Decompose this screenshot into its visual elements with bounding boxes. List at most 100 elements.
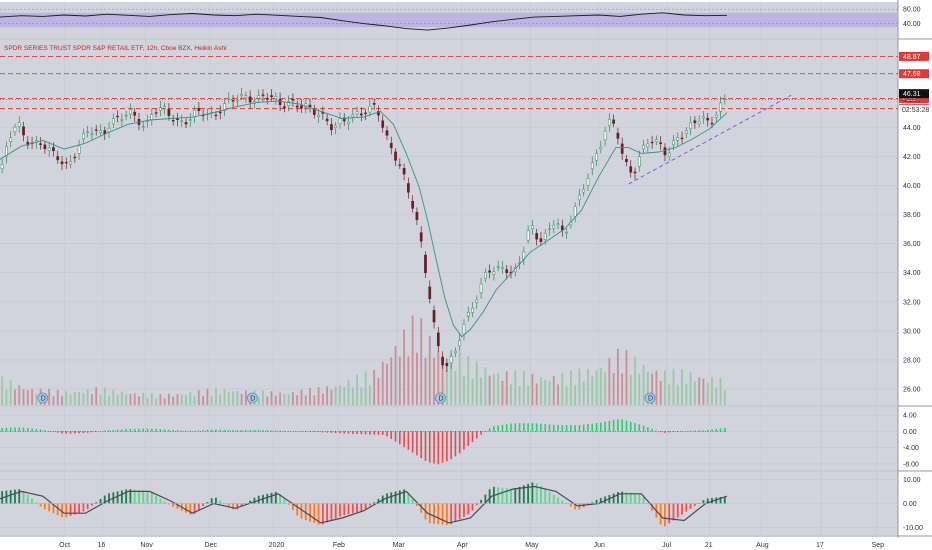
macd-bar — [501, 424, 504, 432]
oscillator-bar — [668, 503, 671, 524]
volume-bar — [163, 398, 166, 405]
time-tick-label: Aug — [756, 542, 769, 549]
macd-tick-label: 0.00 — [903, 429, 917, 436]
oscillator-bar — [26, 494, 29, 504]
volume-bar — [262, 390, 264, 405]
oscillator-bar — [723, 496, 726, 504]
price-level-tag — [899, 69, 929, 79]
oscillator-bar — [44, 503, 46, 510]
macd-bar — [664, 431, 666, 433]
macd-bar — [142, 428, 145, 432]
price-pane — [0, 40, 898, 405]
volume-bar — [69, 394, 72, 405]
candle-body — [449, 356, 453, 364]
volume-bar — [475, 361, 478, 405]
oscillator-bar — [330, 503, 333, 521]
macd-bar — [668, 431, 671, 433]
oscillator-bar — [1, 491, 4, 504]
macd-bar — [505, 424, 508, 432]
candle-body — [257, 95, 261, 99]
volume-bar — [95, 387, 98, 405]
oscillator-bar — [125, 489, 128, 504]
volume-bar — [621, 373, 624, 405]
volume-bar — [604, 372, 606, 405]
candle-body — [526, 230, 530, 241]
oscillator-bar — [274, 491, 277, 504]
oscillator-bar — [693, 503, 696, 506]
volume-bar — [689, 372, 692, 405]
dividend-label: D — [250, 396, 255, 403]
oscillator-bar — [518, 486, 521, 504]
volume-bar — [26, 390, 29, 405]
rsi-tick-label: 80.00 — [903, 7, 921, 14]
volume-bar — [445, 362, 448, 405]
oscillator-bar — [569, 503, 572, 507]
volume-bar — [625, 349, 628, 405]
macd-bar — [608, 420, 611, 432]
candle-body — [116, 115, 119, 118]
volume-bar — [219, 394, 222, 405]
price-tick-label: 36.00 — [903, 241, 921, 248]
time-tick-label: Dec — [205, 542, 218, 549]
volume-bar — [244, 390, 247, 405]
volume-bar — [185, 394, 187, 405]
oscillator-bar — [120, 490, 123, 504]
oscillator-bar — [287, 503, 290, 505]
price-level-label: 45.97 — [903, 96, 921, 103]
candle-body — [359, 113, 363, 116]
candle-body — [73, 156, 77, 159]
macd-bar — [574, 425, 576, 432]
volume-bar — [257, 396, 260, 405]
volume-bar — [715, 387, 718, 405]
time-tick-label: Feb — [333, 542, 345, 549]
macd-bar — [548, 424, 551, 432]
volume-bar — [304, 395, 307, 405]
candle-body — [531, 225, 534, 229]
volume-bar — [416, 352, 418, 405]
dividend-label: D — [41, 396, 46, 403]
volume-bar — [313, 395, 316, 405]
volume-bar — [193, 395, 196, 405]
oscillator-bar — [561, 500, 564, 504]
price-tick-label: 38.00 — [903, 212, 921, 219]
candle-body — [402, 168, 406, 175]
oscillator-bar — [574, 503, 577, 510]
macd-bar — [702, 430, 705, 432]
oscillator-bar — [146, 491, 149, 504]
candle-body — [548, 228, 551, 230]
volume-bar — [116, 395, 119, 405]
volume-bar — [719, 377, 722, 405]
volume-bar — [723, 390, 726, 405]
macd-bar — [168, 429, 170, 432]
oscillator-bar — [441, 503, 444, 525]
oscillator-bar — [223, 503, 226, 505]
volume-bar — [693, 381, 696, 405]
volume-bar — [146, 397, 149, 405]
oscillator-bar — [206, 502, 209, 504]
macd-bar — [236, 430, 239, 432]
oscillator-bar — [501, 487, 504, 504]
candle-body — [77, 145, 81, 154]
price-tick-label: 42.00 — [903, 154, 921, 161]
candle-body — [248, 96, 252, 103]
oscillator-bar — [591, 502, 594, 504]
oscillator-bar — [621, 491, 624, 504]
oscillator-bar — [103, 495, 106, 504]
macd-bar — [138, 428, 140, 432]
volume-bar — [292, 391, 294, 405]
oscillator-bar — [664, 503, 666, 527]
macd-bar — [446, 431, 448, 462]
volume-bar — [659, 380, 662, 405]
volume-bar — [569, 370, 572, 405]
volume-bar — [514, 370, 517, 405]
oscillator-bar — [685, 503, 688, 512]
volume-bar — [484, 367, 487, 405]
oscillator-bar — [535, 483, 538, 504]
candle-body — [372, 102, 376, 105]
candle-body — [197, 107, 201, 111]
volume-bar — [386, 363, 388, 405]
volume-bar — [531, 373, 534, 405]
volume-bar — [505, 371, 508, 405]
candle-body — [650, 141, 654, 144]
volume-bar — [612, 373, 615, 405]
